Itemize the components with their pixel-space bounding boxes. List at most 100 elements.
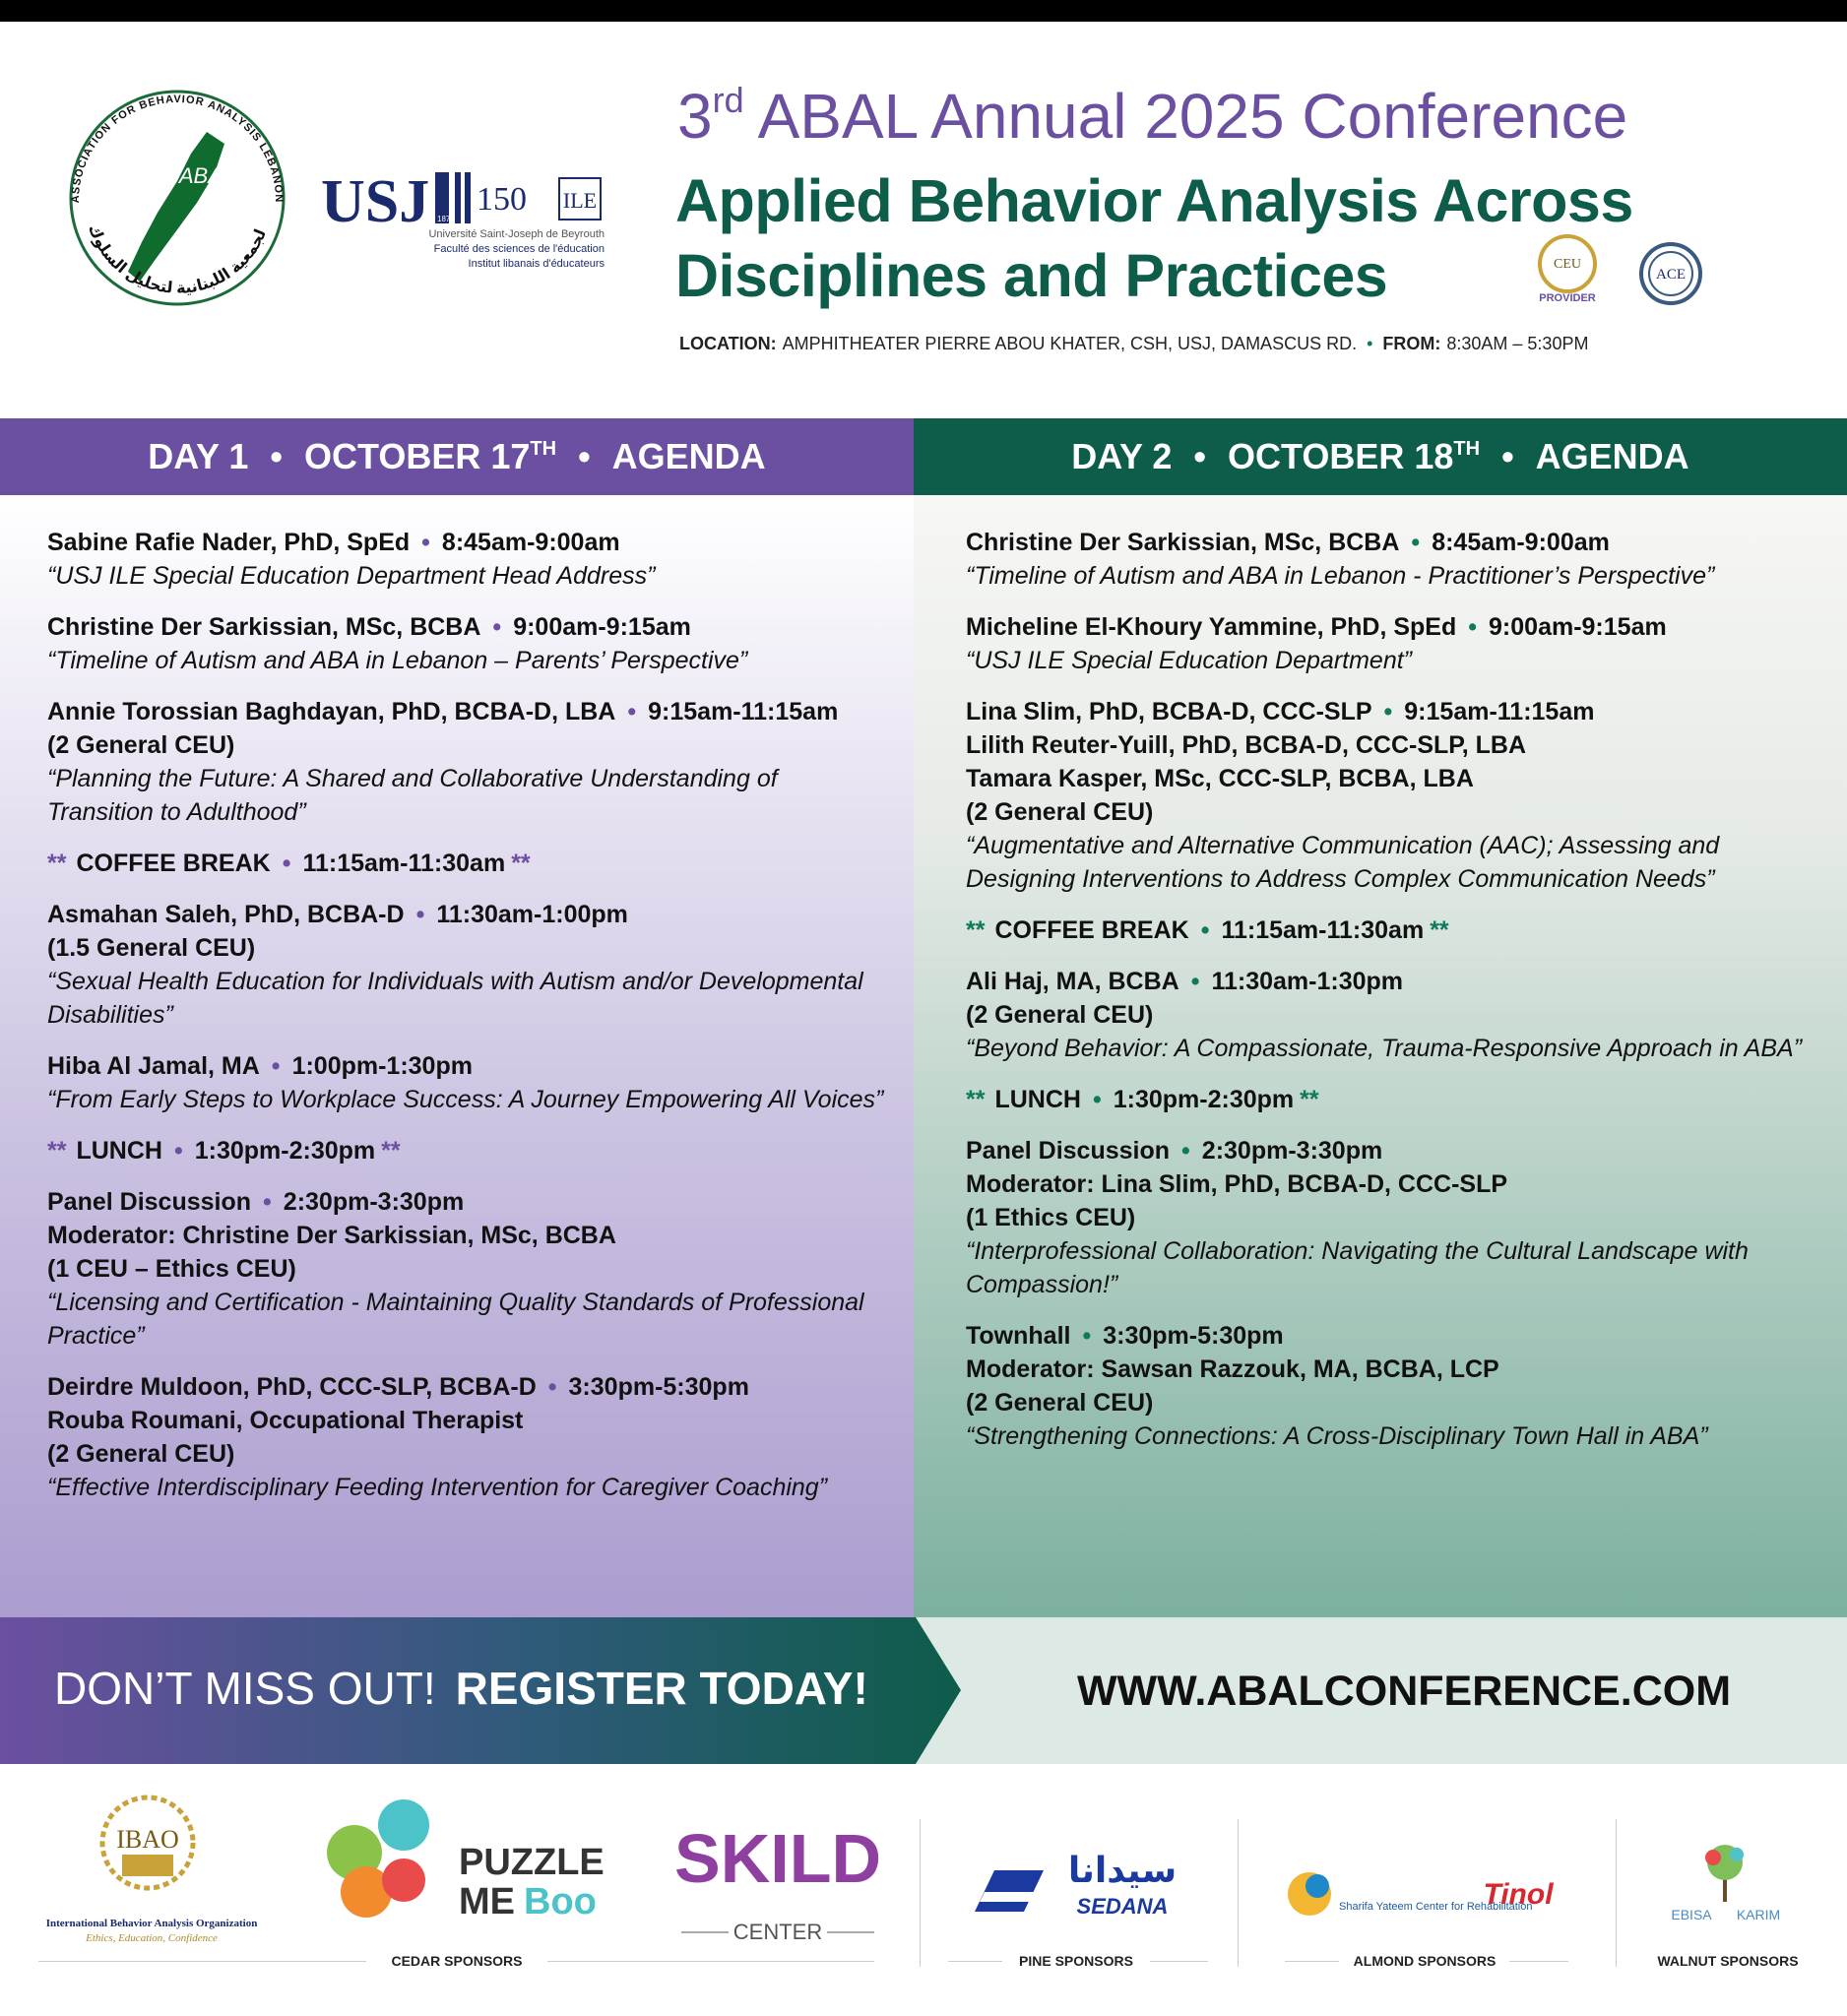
agenda-label: AGENDA <box>1535 436 1689 476</box>
accreditation-badges: CEU PROVIDER ACE <box>1538 234 1702 305</box>
session-head: ** COFFEE BREAK • 11:15am-11:30am ** <box>47 847 884 880</box>
location-label: LOCATION: <box>679 334 777 353</box>
hours: 8:30AM – 5:30PM <box>1446 334 1589 353</box>
session-detail: (2 General CEU) <box>47 731 235 759</box>
separator: • <box>270 436 283 476</box>
session-time: 9:00am-9:15am <box>1489 613 1667 641</box>
rule <box>1285 1961 1339 1962</box>
separator: • <box>415 901 425 928</box>
day-date: OCTOBER 18TH <box>1228 436 1480 477</box>
separator: • <box>1367 334 1373 353</box>
day-label: DAY 1 <box>148 436 249 476</box>
usj-line: Faculté des sciences de l'éducation <box>434 243 605 255</box>
separator: • <box>1082 1322 1092 1350</box>
sponsor-tier: PINE SPONSORS <box>1019 1953 1133 1969</box>
session-time: 3:30pm-5:30pm <box>1103 1322 1284 1350</box>
session-detail: Tamara Kasper, MSc, CCC-SLP, BCBA, LBA <box>966 765 1474 792</box>
session-detail: Moderator: Sawsan Razzouk, MA, BCBA, LCP <box>966 1355 1499 1383</box>
separator: • <box>282 850 291 877</box>
session-title: “Planning the Future: A Shared and Colla… <box>47 765 778 826</box>
date-text: OCTOBER 18 <box>1227 436 1454 476</box>
separator: • <box>263 1188 272 1216</box>
session-time: 1:00pm-1:30pm <box>291 1052 473 1080</box>
ile-text: ILE <box>563 188 597 213</box>
website-link[interactable]: WWW.ABALCONFERENCE.COM <box>1076 1668 1732 1715</box>
session-detail: (1 Ethics CEU) <box>966 1204 1136 1231</box>
break-marker: ** <box>966 916 986 944</box>
date-sup: TH <box>530 438 557 460</box>
session-head: Panel Discussion • 2:30pm-3:30pm <box>47 1185 884 1219</box>
rule <box>38 1961 366 1962</box>
session: Lina Slim, PhD, BCBA-D, CCC-SLP • 9:15am-1… <box>966 695 1827 896</box>
abal-mark: ABAL <box>177 163 234 188</box>
break-name: LUNCH <box>994 1086 1081 1113</box>
usj-year: 1875 <box>437 215 455 223</box>
speaker: Annie Torossian Baghdayan, PhD, BCBA-D, … <box>47 698 616 725</box>
session-time: 1:30pm-2:30pm <box>194 1137 376 1165</box>
subtitle-line: Disciplines and Practices <box>675 242 1388 309</box>
session-time: 11:15am-11:30am <box>302 850 506 877</box>
session-detail: Moderator: Lina Slim, PhD, BCBA-D, CCC-S… <box>966 1170 1508 1198</box>
hours-label: FROM: <box>1382 334 1441 353</box>
separator: • <box>1193 436 1206 476</box>
session: Christine Der Sarkissian, MSc, BCBA • 9:00… <box>47 610 884 677</box>
session-detail: (1 CEU – Ethics CEU) <box>47 1255 296 1283</box>
session-time: 2:30pm-3:30pm <box>283 1188 465 1216</box>
session-head: Hiba Al Jamal, MA • 1:00pm-1:30pm <box>47 1049 884 1083</box>
speaker: Asmahan Saleh, PhD, BCBA-D <box>47 901 405 928</box>
session-detail: (2 General CEU) <box>47 1440 235 1468</box>
karim-text: KARIM <box>1737 1907 1780 1922</box>
session: Micheline El-Khoury Yammine, PhD, SpEd • 9… <box>966 610 1827 677</box>
banner-cta[interactable]: REGISTER TODAY! <box>455 1663 868 1714</box>
top-bar <box>0 0 1847 22</box>
session: Panel Discussion • 2:30pm-3:30pm Moderator:… <box>47 1185 884 1353</box>
session-head: Ali Haj, MA, BCBA • 11:30am-1:30pm <box>966 965 1827 998</box>
session-title: “Licensing and Certification - Maintaini… <box>47 1289 864 1350</box>
break-marker: ** <box>1430 916 1449 944</box>
session-time: 9:15am-11:15am <box>1404 698 1595 725</box>
usj-line: Institut libanais d'éducateurs <box>469 258 605 270</box>
sponsor-tier: CEDAR SPONSORS <box>391 1953 523 1969</box>
break-item: ** LUNCH • 1:30pm-2:30pm ** <box>966 1083 1827 1116</box>
session-title: “Interprofessional Collaboration: Naviga… <box>966 1237 1749 1298</box>
abal-logo: ASSOCIATION FOR BEHAVIOR ANALYSIS LEBANO… <box>59 85 286 306</box>
separator: • <box>578 436 591 476</box>
sponsor-tier: ALMOND SPONSORS <box>1353 1953 1497 1969</box>
session-title: “Beyond Behavior: A Compassionate, Traum… <box>966 1035 1803 1062</box>
session-time: 11:30am-1:30pm <box>1211 968 1404 995</box>
speaker: Christine Der Sarkissian, MSc, BCBA <box>47 613 481 641</box>
session-time: 11:30am-1:00pm <box>436 901 628 928</box>
session-head: Micheline El-Khoury Yammine, PhD, SpEd • 9… <box>966 610 1827 644</box>
session: Annie Torossian Baghdayan, PhD, BCBA-D, … <box>47 695 884 829</box>
separator: • <box>1181 1137 1190 1165</box>
banner-arrow <box>0 1617 961 1764</box>
session: Sabine Rafie Nader, PhD, SpEd • 8:45am-9:0… <box>47 526 884 593</box>
ibao-mark: IBAO <box>116 1825 179 1854</box>
session: Ali Haj, MA, BCBA • 11:30am-1:30pm (2 Gener… <box>966 965 1827 1065</box>
session-detail: (2 General CEU) <box>966 798 1154 826</box>
session-title: “From Early Steps to Workplace Success: … <box>47 1086 884 1113</box>
puzzle-text: PUZZLE <box>459 1842 605 1883</box>
speaker: Lina Slim, PhD, BCBA-D, CCC-SLP <box>966 698 1372 725</box>
day-agenda: Christine Der Sarkissian, MSc, BCBA • 8:45… <box>914 495 1847 1617</box>
break-name: COFFEE BREAK <box>994 916 1189 944</box>
speaker: Sabine Rafie Nader, PhD, SpEd <box>47 529 411 556</box>
session: Panel Discussion • 2:30pm-3:30pm Moderator:… <box>966 1134 1827 1301</box>
usj-150: 150 <box>477 181 527 218</box>
session-head: Christine Der Sarkissian, MSc, BCBA • 8:45… <box>966 526 1827 559</box>
session-detail: (1.5 General CEU) <box>47 934 256 962</box>
session: Hiba Al Jamal, MA • 1:00pm-1:30pm “From Ear… <box>47 1049 884 1116</box>
break-item: ** COFFEE BREAK • 11:15am-11:30am ** <box>47 847 884 880</box>
session-title: “USJ ILE Special Education Department” <box>966 647 1412 674</box>
speaker: Micheline El-Khoury Yammine, PhD, SpEd <box>966 613 1457 641</box>
speaker: Panel Discussion <box>966 1137 1171 1165</box>
title-sup: rd <box>712 80 744 120</box>
skild-text: SKILD <box>674 1820 881 1897</box>
divider <box>1238 1819 1239 1967</box>
speaker: Ali Haj, MA, BCBA <box>966 968 1179 995</box>
day-date: OCTOBER 17TH <box>304 436 556 477</box>
sedana-arabic: سيدانا <box>1068 1850 1177 1890</box>
sponsor-tier: WALNUT SPONSORS <box>1657 1953 1799 1969</box>
sedana-text: SEDANA <box>1077 1894 1169 1919</box>
session-head: Annie Torossian Baghdayan, PhD, BCBA-D, … <box>47 695 884 728</box>
